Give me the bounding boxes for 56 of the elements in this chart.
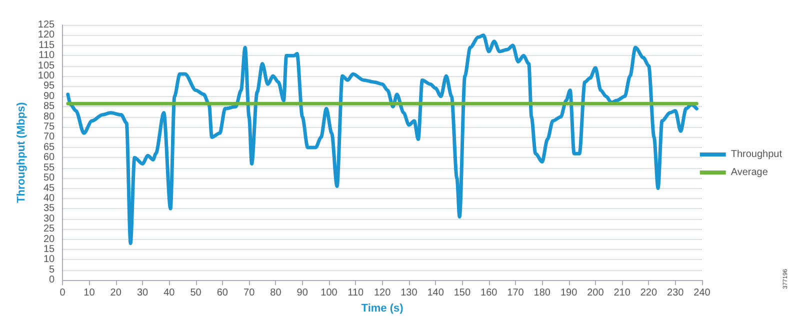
x-tick-label: 140 — [427, 288, 444, 299]
legend-label: Average — [730, 167, 768, 178]
x-tick-label: 160 — [480, 288, 498, 299]
x-tick-label: 40 — [164, 288, 176, 299]
x-tick-label: 110 — [348, 288, 364, 299]
y-tick-label: 15 — [43, 244, 56, 255]
y-axis-title: Throughput (Mbps) — [16, 102, 28, 203]
x-tick-label: 170 — [507, 288, 524, 299]
y-tick-label: 5 — [49, 264, 56, 276]
x-tick-label: 0 — [60, 288, 66, 299]
x-tick-label: 50 — [190, 288, 202, 299]
y-tick-label: 0 — [49, 274, 56, 286]
x-tick-label: 60 — [216, 288, 228, 299]
x-tick-label: 130 — [400, 288, 418, 299]
x-tick-label: 90 — [296, 288, 308, 299]
legend-label: Throughput — [730, 149, 782, 160]
y-tick-label: 105 — [38, 60, 56, 72]
line-series — [66, 33, 698, 246]
y-tick-label: 10 — [43, 254, 56, 266]
x-tick-label: 30 — [136, 288, 149, 299]
x-tick-label: 10 — [84, 288, 96, 299]
y-tick-label: 50 — [43, 172, 56, 184]
x-tick-label: 240 — [694, 288, 711, 299]
x-tick-label: 180 — [534, 288, 551, 299]
x-tick-label: 20 — [110, 288, 122, 299]
y-tick-label: 85 — [43, 101, 56, 112]
y-tick-label: 125 — [38, 20, 56, 30]
y-tick-label: 60 — [43, 152, 56, 164]
x-tick-label: 70 — [244, 288, 256, 299]
y-tick-label: 20 — [43, 234, 56, 245]
y-tick-label: 100 — [38, 70, 56, 82]
y-tick-label: 95 — [43, 80, 56, 92]
y-tick-label: 115 — [38, 40, 56, 51]
x-tick-label: 150 — [454, 288, 471, 299]
x-tick-label: 200 — [587, 288, 604, 299]
x-tick-label: 210 — [614, 288, 631, 299]
y-tick-label: 90 — [43, 90, 56, 102]
y-tick-label: 45 — [43, 182, 56, 194]
y-tick-label: 80 — [43, 111, 56, 122]
y-tick-label: 25 — [43, 224, 56, 235]
x-tick-label: 100 — [320, 288, 338, 299]
x-tick-label: 120 — [374, 288, 392, 299]
y-tick-label: 70 — [43, 132, 56, 143]
x-axis-title: Time (s) — [361, 302, 404, 314]
y-tick-label: 55 — [43, 162, 56, 174]
y-tick-label: 40 — [43, 192, 56, 204]
y-tick-label: 65 — [43, 142, 56, 153]
x-tick-label: 80 — [270, 288, 282, 299]
y-tick-label: 75 — [43, 122, 56, 133]
y-tick-label: 120 — [38, 30, 56, 41]
x-tick-label: 190 — [560, 288, 578, 299]
x-tick-label: 230 — [667, 288, 684, 299]
y-tick-label: 110 — [38, 50, 56, 62]
y-tick-label: 35 — [43, 203, 56, 214]
y-tick-label: 30 — [43, 213, 56, 224]
x-tick-label: 220 — [640, 288, 658, 299]
